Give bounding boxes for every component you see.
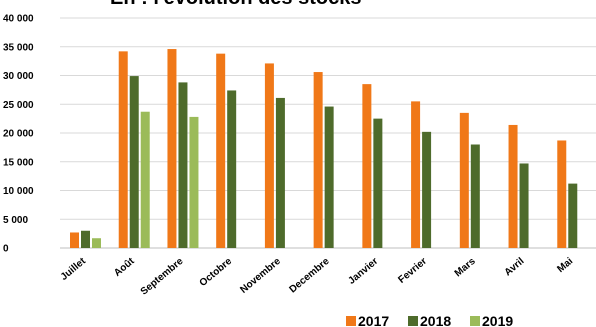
bar-2018-5 <box>324 106 334 248</box>
y-tick-label: 40 000 <box>3 14 34 25</box>
legend-label-2018: 2018 <box>420 313 451 327</box>
x-tick-label: Fevrier <box>396 256 429 286</box>
bar-2018-10 <box>568 183 578 248</box>
y-tick-label: 10 000 <box>3 186 34 197</box>
chart-title: En : l'évolution des stocks <box>110 0 361 9</box>
x-tick-label: Janvier <box>346 256 380 287</box>
y-tick-label: 15 000 <box>3 157 34 168</box>
bar-2018-6 <box>373 118 383 248</box>
y-tick-label: 25 000 <box>3 100 34 111</box>
bar-2017-5 <box>313 72 323 248</box>
bar-2018-4 <box>275 97 285 248</box>
legend: 2017 2018 2019 <box>346 313 513 327</box>
bar-2019-0 <box>92 238 101 248</box>
x-tick-label: Avril <box>503 256 527 279</box>
legend-label-2019: 2019 <box>482 313 513 327</box>
bar-2017-1 <box>118 51 128 248</box>
bar-2019-1 <box>140 111 150 248</box>
x-tick-label: Octobre <box>198 256 235 289</box>
bar-2018-0 <box>81 230 90 248</box>
y-tick-label: 30 000 <box>3 71 34 82</box>
x-tick-label: Mai <box>555 256 575 275</box>
bar-2018-8 <box>470 144 480 248</box>
bar-2017-7 <box>411 101 421 248</box>
x-tick-label: Novembre <box>238 256 283 296</box>
x-tick-label: Août <box>112 255 137 278</box>
bar-2017-8 <box>459 112 469 248</box>
y-tick-label: 35 000 <box>3 42 34 53</box>
bar-2017-10 <box>557 140 567 248</box>
bar-2017-2 <box>167 49 177 248</box>
y-axis-ticks: 0 5 000 10 000 15 000 20 000 25 000 30 000 35 0… <box>3 14 34 255</box>
x-axis-ticks: Juillet Août Septembre Octobre Novembre Decem… <box>59 255 576 297</box>
bar-2018-9 <box>519 163 529 248</box>
x-tick-label: Juillet <box>59 255 89 282</box>
legend-swatch-2017 <box>346 316 356 326</box>
bar-2017-6 <box>362 84 372 248</box>
bar-2017-4 <box>264 63 274 248</box>
bar-2017-3 <box>216 53 226 249</box>
y-tick-label: 5 000 <box>3 215 28 226</box>
y-tick-label: 0 <box>3 244 9 255</box>
bars <box>70 49 578 249</box>
bar-2018-1 <box>129 76 139 248</box>
bar-2017-0 <box>70 232 79 248</box>
legend-swatch-2018 <box>408 316 418 326</box>
bar-2018-2 <box>178 82 188 249</box>
legend-label-2017: 2017 <box>358 313 389 327</box>
bar-2019-2 <box>189 116 199 249</box>
x-tick-label: Septembre <box>139 256 186 298</box>
bar-2017-9 <box>508 124 518 248</box>
x-tick-label: Decembre <box>287 256 331 296</box>
bar-2018-3 <box>227 90 237 248</box>
bar-2018-7 <box>422 131 432 248</box>
y-tick-label: 20 000 <box>3 129 34 140</box>
x-tick-label: Mars <box>453 256 478 280</box>
legend-swatch-2019 <box>470 316 480 326</box>
